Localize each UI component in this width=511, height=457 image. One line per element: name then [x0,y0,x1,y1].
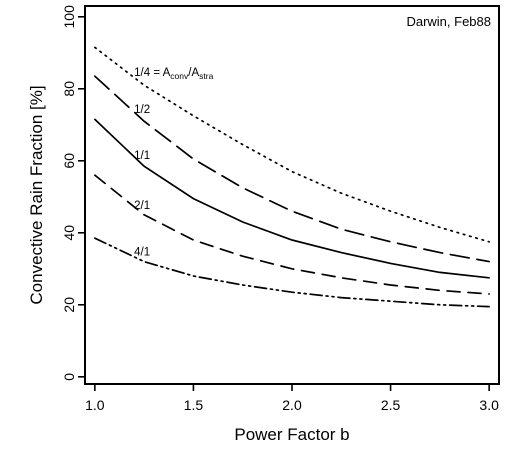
x-axis-title: Power Factor b [234,425,349,444]
series-line-4-1 [94,237,490,308]
y-tick-label: 100 [61,5,77,29]
y-tick-label: 60 [61,153,77,169]
y-tick-label: 80 [61,81,77,97]
series-line-2-1 [94,174,490,295]
series-line-1-1 [94,118,490,279]
y-axis-title: Convective Rain Fraction [%] [27,85,46,304]
x-tick-label: 2.5 [381,397,401,413]
series-label-1-1: 1/1 [134,150,150,162]
series-label-1-2: 1/2 [134,104,150,116]
axis-ticks: 1.0 1.5 2.0 2.5 3.0 0 20 40 60 80 100 [61,5,499,413]
series-label-2-1: 2/1 [134,200,150,212]
series-line-1-2 [94,75,490,263]
plot-frame [84,5,500,385]
series-line-1-4 [94,46,490,243]
series-label-1-4: 1/4 = Aconv/Astra [134,67,213,81]
series-lines [94,46,490,308]
x-tick-label: 3.0 [479,397,499,413]
y-tick-label: 40 [61,225,77,241]
x-tick-label: 2.0 [282,397,302,413]
y-tick-label: 0 [61,373,77,381]
series-label-4-1: 4/1 [134,247,150,259]
chart-annotation: Darwin, Feb88 [406,14,491,29]
x-tick-label: 1.5 [184,397,204,413]
x-tick-label: 1.0 [85,397,105,413]
y-tick-label: 20 [61,297,77,313]
series-labels: 1/4 = Aconv/Astra 1/2 1/1 2/1 4/1 [134,67,213,258]
